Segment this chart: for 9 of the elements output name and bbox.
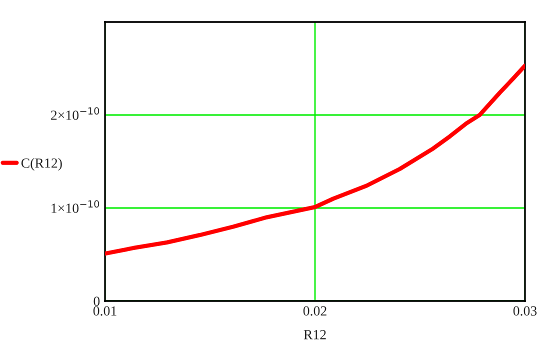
x-tick-label: 0.03 [513, 306, 537, 316]
x-axis-title: R12 [304, 330, 326, 340]
line-series [105, 64, 525, 256]
legend-label: C(R12) [21, 158, 62, 171]
x-tick-label: 0.02 [303, 306, 326, 316]
y-tick-label: 0 [94, 296, 100, 306]
y-tick-label: 1×10$^{−10}$ [52, 200, 100, 213]
y-tick-label: 2×10$^{−10}$ [51, 107, 100, 120]
x-tick-label: 0.01 [93, 306, 116, 316]
